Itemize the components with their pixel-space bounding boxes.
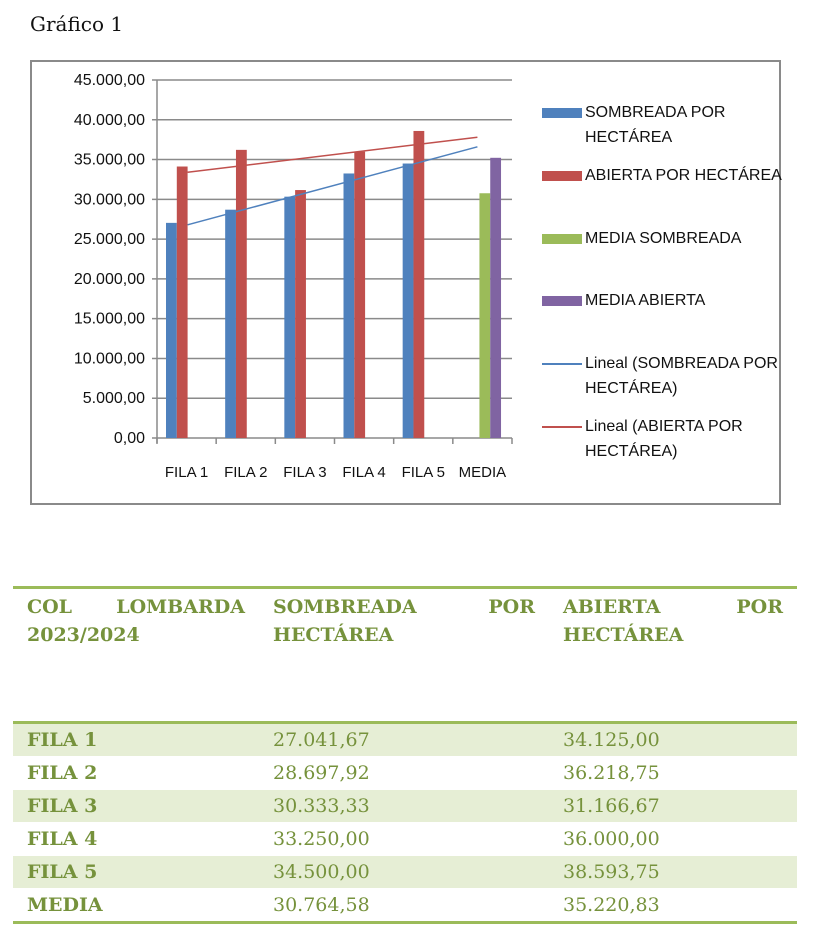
column-header: COL LOMBARDA 2023/2024 — [13, 586, 259, 724]
legend-label: ABIERTA POR HECTÁREA — [585, 167, 782, 184]
data-table: COL LOMBARDA 2023/2024 SOMBREADA POR HEC… — [13, 586, 797, 924]
y-tick-label: 10.000,00 — [74, 350, 145, 367]
bar-abierta-por-hect-rea — [235, 149, 247, 438]
bar-abierta-por-hect-rea — [295, 190, 306, 438]
bar-sombreada-por-hect-rea — [284, 196, 296, 438]
legend-swatch — [542, 171, 582, 181]
cell-value: 28.697,92 — [259, 756, 549, 790]
legend-line-swatch — [542, 363, 582, 365]
chart-frame: 0,00 5.000,00 10.000,00 15.000,00 20.000,00 2… — [30, 60, 782, 505]
cell-value: 36.218,75 — [549, 756, 797, 790]
legend-line-swatch — [542, 426, 582, 428]
y-tick-label: 0,00 — [114, 430, 145, 447]
trendline — [187, 136, 478, 174]
bar-chart: 0,00 5.000,00 10.000,00 15.000,00 20.000,00 2… — [74, 72, 513, 481]
cell-value: 34.500,00 — [259, 855, 549, 889]
legend-label: Lineal (ABIERTA POR HECTÁREA) — [585, 418, 743, 460]
row-label: FILA 1 — [13, 722, 259, 757]
legend-label: Lineal (SOMBREADA POR HECTÁREA) — [585, 355, 778, 397]
x-tick-label: MEDIA — [459, 464, 507, 481]
y-tick-label: 30.000,00 — [74, 191, 145, 208]
x-tick-label: FILA 3 — [283, 464, 326, 481]
cell-value: 35.220,83 — [549, 888, 797, 924]
trendline — [187, 146, 478, 226]
cell-value: 36.000,00 — [549, 822, 797, 856]
legend-label: MEDIA ABIERTA — [585, 292, 706, 309]
table-row: FILA 2 28.697,92 36.218,75 — [13, 756, 797, 790]
legend-swatch — [542, 234, 582, 244]
legend-swatch — [542, 296, 582, 306]
cell-value: 30.333,33 — [259, 789, 549, 823]
bar-media-sombreada — [479, 193, 491, 438]
row-label: FILA 5 — [13, 855, 259, 889]
x-tick-label: FILA 5 — [402, 464, 445, 481]
cell-value: 38.593,75 — [549, 855, 797, 889]
cell-value: 31.166,67 — [549, 789, 797, 823]
table-row: MEDIA 30.764,58 35.220,83 — [13, 888, 797, 924]
bar-sombreada-por-hect-rea — [402, 163, 414, 438]
table-row: FILA 4 33.250,00 36.000,00 — [13, 822, 797, 856]
y-tick-label: 5.000,00 — [83, 390, 145, 407]
bar-abierta-por-hect-rea — [176, 166, 188, 438]
row-label: FILA 3 — [13, 789, 259, 823]
legend-label: MEDIA SOMBREADA — [585, 230, 742, 247]
legend-swatch — [542, 108, 582, 118]
row-label: FILA 2 — [13, 756, 259, 790]
bar-abierta-por-hect-rea — [354, 151, 366, 438]
row-label: MEDIA — [13, 888, 259, 924]
figure-title: Gráfico 1 — [30, 12, 124, 36]
column-header: SOMBREADA POR HECTÁREA — [259, 586, 549, 724]
table-header-row: COL LOMBARDA 2023/2024 SOMBREADA POR HEC… — [13, 586, 797, 724]
y-tick-label: 40.000,00 — [74, 112, 145, 129]
cell-value: 27.041,67 — [259, 722, 549, 757]
bar-sombreada-por-hect-rea — [166, 222, 177, 438]
x-tick-label: FILA 2 — [224, 464, 267, 481]
table-row: FILA 5 34.500,00 38.593,75 — [13, 855, 797, 889]
bar-sombreada-por-hect-rea — [343, 173, 355, 438]
cell-value: 33.250,00 — [259, 822, 549, 856]
column-header: ABIERTA POR HECTÁREA — [549, 586, 797, 724]
x-tick-label: FILA 1 — [165, 464, 208, 481]
cell-value: 30.764,58 — [259, 888, 549, 924]
cell-value: 34.125,00 — [549, 722, 797, 757]
bar-abierta-por-hect-rea — [413, 130, 425, 438]
y-tick-label: 35.000,00 — [74, 152, 145, 169]
y-tick-label: 25.000,00 — [74, 231, 145, 248]
y-tick-label: 15.000,00 — [74, 311, 145, 328]
row-label: FILA 4 — [13, 822, 259, 856]
y-tick-label: 20.000,00 — [74, 271, 145, 288]
bar-sombreada-por-hect-rea — [225, 209, 236, 438]
table-row: FILA 3 30.333,33 31.166,67 — [13, 789, 797, 823]
table-row: FILA 1 27.041,67 34.125,00 — [13, 722, 797, 757]
y-tick-label: 45.000,00 — [74, 72, 145, 89]
bar-media-abierta — [490, 157, 502, 438]
legend-label: SOMBREADA POR HECTÁREA — [585, 104, 726, 146]
x-tick-label: FILA 4 — [342, 464, 385, 481]
